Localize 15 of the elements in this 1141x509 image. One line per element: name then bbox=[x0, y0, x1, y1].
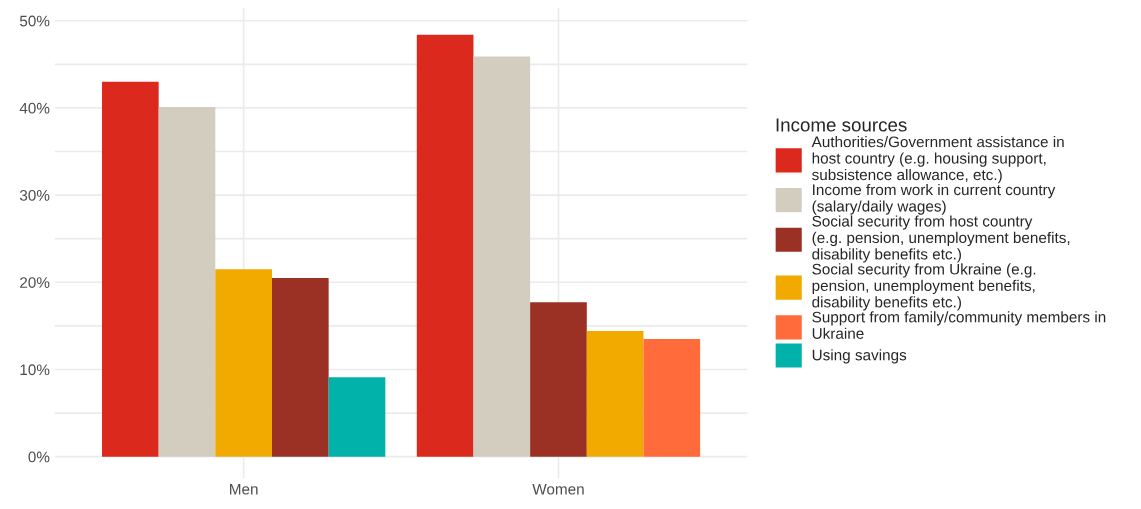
y-tick-label: 40% bbox=[19, 102, 50, 114]
legend-label: Income from work in current country (salary/daily wages) bbox=[812, 183, 1056, 215]
legend-label: Social security from host country (e.g. pension, unemployment benefits, disability benefits etc.) bbox=[812, 215, 1070, 263]
legend-label: Support from family/community members in Ukraine bbox=[812, 311, 1106, 339]
legend-label: Authorities/Government assistance in host country (e.g. housing support, subsistence allowance, etc.) bbox=[811, 136, 1064, 184]
legend-title: Income sources bbox=[776, 118, 907, 132]
y-tick-label: 10% bbox=[20, 364, 50, 376]
x-tick-label: Men bbox=[230, 483, 258, 495]
y-tick-label: 0% bbox=[28, 451, 50, 463]
y-tick-label: 20% bbox=[20, 277, 50, 288]
x-tick-label: Women bbox=[532, 483, 584, 495]
y-tick-label: 30% bbox=[19, 189, 50, 201]
y-tick-label: 50% bbox=[19, 15, 50, 27]
legend-label: Using savings bbox=[812, 349, 907, 364]
legend-label: Social security from Ukraine (e.g. pension, unemployment benefits, disability benefits etc.) bbox=[812, 263, 1036, 311]
